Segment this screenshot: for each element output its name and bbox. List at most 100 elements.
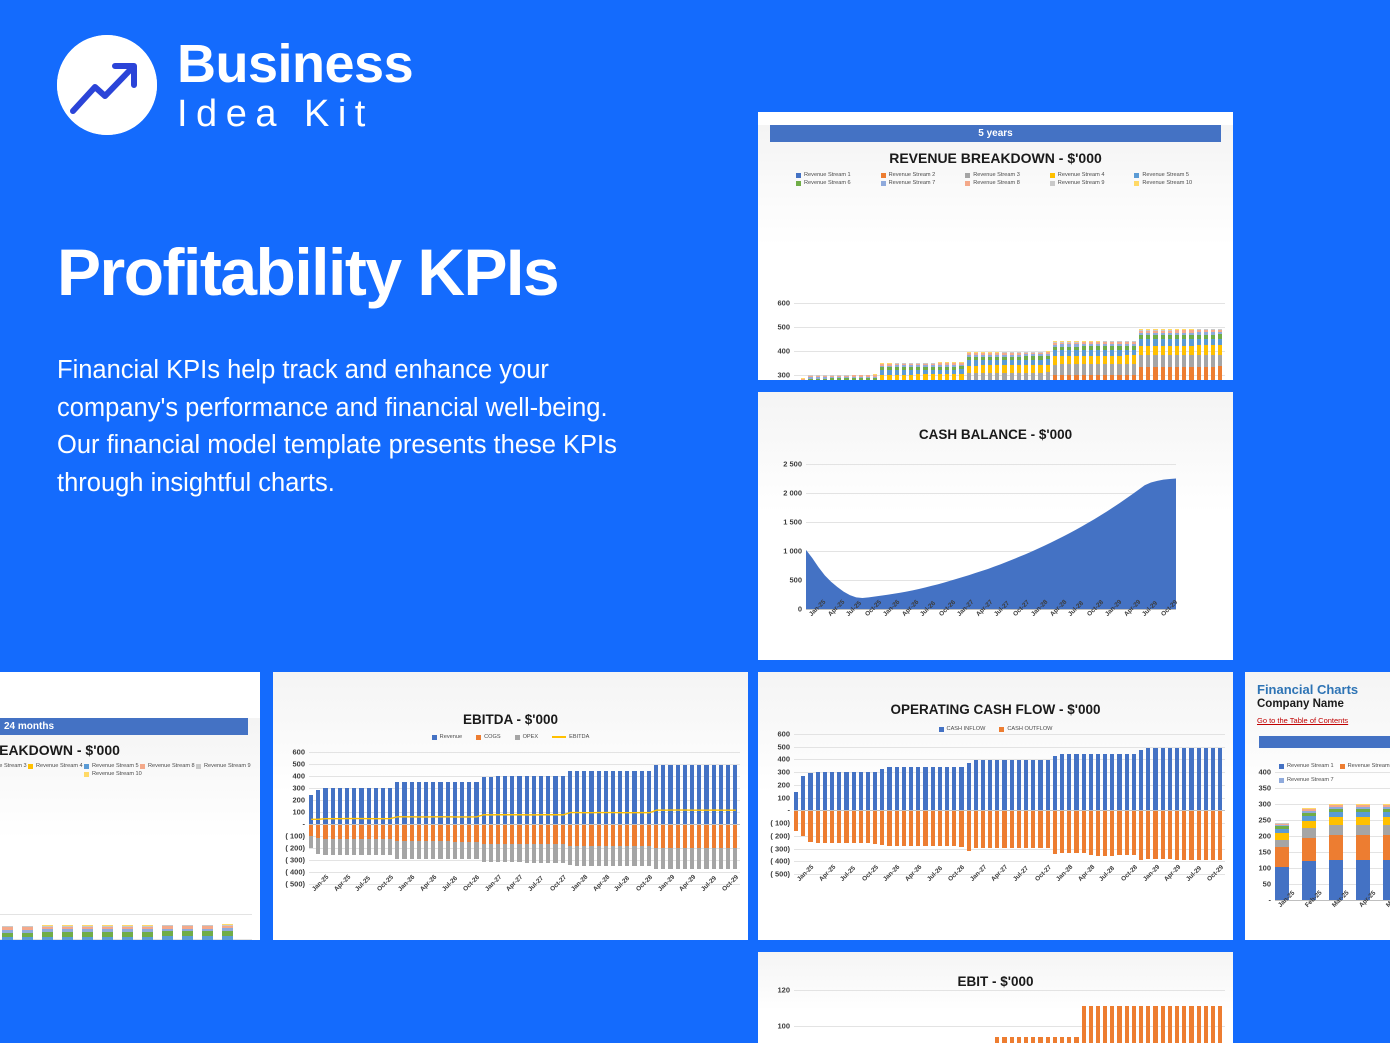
bar-negative [930,810,935,847]
diverging-bar [689,752,695,884]
bar-segment [1356,808,1370,813]
bar-segment [102,929,113,932]
bar-positive [944,766,950,811]
legend-item: Revenue Stream 2 [1339,762,1390,770]
bar-negative [682,848,687,869]
bar-negative [395,841,400,859]
bar-segment [182,931,193,937]
bar-segment [1302,810,1316,813]
bar-positive [1139,750,1144,811]
bar-segment [1302,828,1316,838]
legend-item: Revenue Stream 3 [965,171,1050,179]
bar-segment [837,375,842,377]
bar-positive [1095,754,1101,811]
bar-segment [22,927,33,930]
bar-negative [1203,810,1208,860]
diverging-bar [352,752,357,884]
bar-negative [1218,810,1223,860]
diverging-bar [894,734,899,874]
brand-header: Business Idea Kit [57,35,717,135]
bar-segment [1275,823,1289,825]
bar-positive [923,766,928,811]
bar-segment [1124,341,1129,344]
diverging-bar [1088,734,1093,874]
diverging-bar [1059,734,1065,874]
bar-negative [416,824,421,842]
bar-segment [837,378,842,380]
bar-segment [1110,364,1115,375]
bar-segment [1160,329,1165,330]
diverging-bar [574,752,580,884]
bar-positive [610,770,616,824]
bar-negative [689,824,695,849]
bar-segment [1182,339,1187,346]
bar-segment [162,925,173,927]
panel-ebit: EBIT - $'000 12010080 [758,952,1233,1043]
stacked-bar [1182,303,1187,380]
bar-negative [1045,810,1050,849]
legend-item: Revenue Stream 10 [1134,179,1219,187]
bar-segment [1329,859,1343,900]
ebit-bar [1031,1037,1036,1043]
stacked-bar [1196,303,1201,380]
bar-segment [988,365,993,373]
bar-negative [517,843,522,863]
bar-negative [1067,810,1072,853]
bar-segment [1117,364,1122,375]
legend-swatch-icon [796,172,802,178]
diverging-bar [995,734,1000,874]
legend-item: Revenue Stream 5 [84,762,140,770]
legend-swatch-icon [514,734,520,740]
legend-swatch-icon [1049,180,1055,186]
diverging-bar [539,752,544,884]
stacked-bar [829,303,835,380]
bar-segment [1095,346,1101,350]
bar-segment [182,936,193,940]
bar-negative [567,824,572,846]
bar-segment [1167,329,1172,330]
bar-positive [844,772,849,811]
bar-positive [822,771,827,811]
bar-positive [618,770,623,824]
legend-item: Revenue Stream 4 [1049,171,1135,179]
table-of-contents-link[interactable]: Go to the Table of Contents [1257,716,1349,725]
cash-balance-area [806,478,1176,609]
bar-segment [1074,341,1079,342]
bar-positive [1110,754,1115,811]
bar-segment [1275,833,1289,840]
bar-negative [661,824,666,849]
bar-positive [344,787,350,824]
bar-segment [1160,329,1165,331]
diverging-bar [1139,734,1144,874]
bar-segment [1103,340,1108,342]
bar-segment [42,926,53,928]
ebit-bar [1081,1005,1086,1043]
bar-segment [822,375,827,378]
bar-positive [546,776,551,824]
bar-segment [1095,344,1101,347]
bar-segment [1146,339,1151,346]
bar-positive [887,767,892,811]
bar-segment [22,932,33,938]
bar-negative [510,824,515,844]
bar-segment [973,355,978,357]
y-axis-tick: 600 [292,747,305,757]
bar-segment [102,925,113,927]
bar-positive [880,768,885,811]
chart-legend-revenue-streams: Revenue Stream 1 Revenue Stream 2 Revenue … [796,171,1219,187]
legend-item: OPEX [514,733,538,741]
bar-segment [222,928,233,932]
diverging-bar [1196,734,1201,874]
bar-positive [725,764,731,824]
chart-y-axis: 600 500 400 300 200 100 - ( 100) ( 200) ( 300) ( 4… [760,730,790,879]
bar-segment [102,926,113,930]
diverging-bar [1160,734,1165,874]
bar-segment [916,363,921,366]
bar-positive [596,770,601,824]
bar-negative [459,841,465,860]
bar-segment [1153,330,1158,333]
bar-segment [1031,352,1036,355]
bar-segment [815,375,820,378]
bar-negative [416,841,421,860]
bar-segment [1174,345,1180,355]
